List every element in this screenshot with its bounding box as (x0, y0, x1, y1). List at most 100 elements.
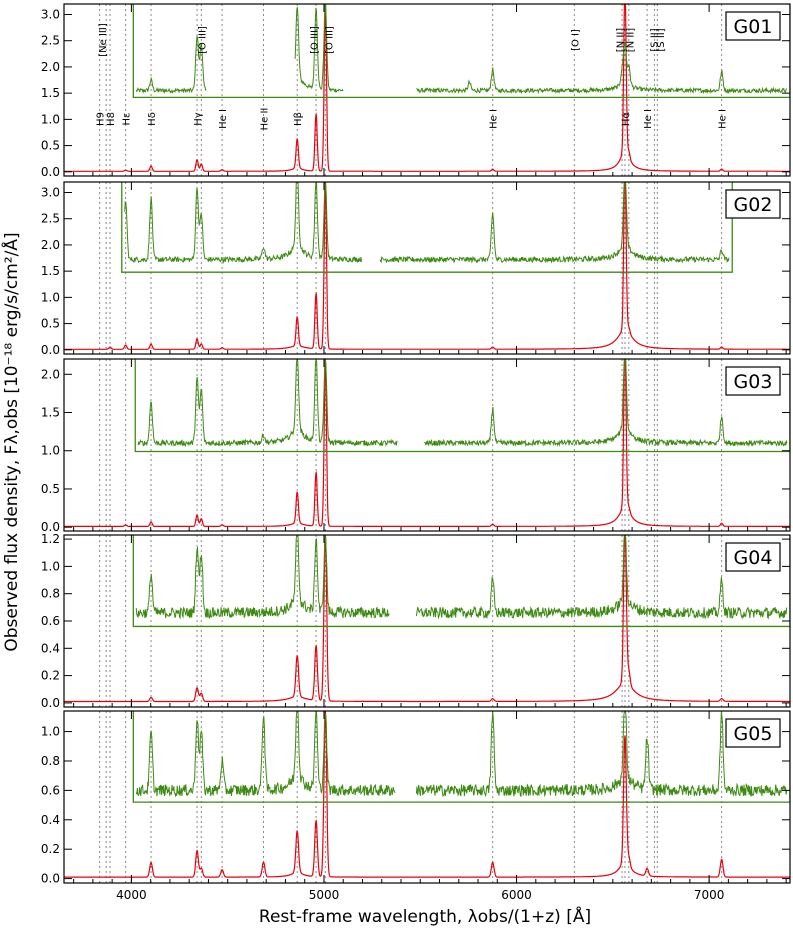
panel-g02: 0.0 0.5 1.0 1.5 2.0 2.5 3.0 G02 (41, 181, 791, 357)
emission-line-label: [O III] (197, 26, 208, 54)
emission-line-label: He I (643, 109, 654, 129)
data-spectrum (135, 4, 788, 95)
plot-area (64, 535, 790, 703)
inset-frame (132, 535, 790, 628)
panel-label-text: G04 (734, 547, 773, 569)
data-spectrum (135, 711, 788, 798)
panel-label-box (725, 718, 781, 748)
y-tick-label: 3.0 (41, 185, 60, 199)
y-tick-label: 1.5 (41, 264, 60, 278)
inset-frame (121, 182, 733, 273)
y-tick-label: 1.0 (41, 444, 60, 458)
panel-label-text: G05 (734, 723, 773, 745)
y-tick-label: 2.0 (41, 238, 60, 252)
y-tick-label: 1.5 (41, 406, 60, 420)
panel-frame (63, 534, 791, 708)
inset-frame (134, 359, 790, 453)
panel-label-box (725, 11, 781, 41)
emission-line-label: [S II] (656, 28, 667, 51)
emission-line-label: [N II] (615, 28, 626, 52)
y-tick-label: 3.0 (41, 7, 60, 21)
x-axis-label: Rest-frame wavelength, λobs/(1+z) [Å] (259, 905, 591, 927)
y-tick-label: 0.0 (41, 696, 60, 710)
y-tick-label: 1.0 (41, 725, 60, 739)
emission-line-label: He I (489, 109, 500, 129)
emission-line-label: H9 (96, 112, 107, 126)
panel-frame (63, 181, 791, 355)
emission-line-label: [Ne III] (98, 23, 109, 57)
panel-label: G03 (725, 366, 781, 396)
panel-frame (63, 710, 791, 884)
emission-line-label: [S II] (650, 28, 661, 51)
panel-label: G02 (725, 189, 781, 219)
y-tick-label: 0.5 (41, 317, 60, 331)
emission-line-label: Hε (122, 113, 133, 126)
x-tick-label: 4000 (116, 888, 147, 902)
panel-label-text: G03 (734, 371, 773, 393)
emission-line-label: [N II] (625, 28, 636, 52)
plot-area (64, 4, 790, 172)
emission-line-label: Hγ (193, 112, 204, 126)
emission-line-label: [O III] (310, 26, 321, 54)
y-tick-label: 0.4 (41, 641, 60, 655)
y-tick-label: 1.0 (41, 290, 60, 304)
panel-label-text: G01 (734, 16, 773, 38)
emission-line-label: He I (718, 109, 729, 129)
y-tick-label: 2.5 (41, 34, 60, 48)
emission-line-label: He I (218, 109, 229, 129)
emission-line-label: [O III] (324, 26, 335, 54)
spectrum-panels: 0.0 0.5 1.0 1.5 2.0 2.5 3.0 G01 [Ne III] H9 H8 Hε Hδ… (41, 3, 791, 902)
model-spectrum (64, 711, 790, 878)
panel-label: G01 (725, 11, 781, 41)
y-tick-label: 0.5 (41, 139, 60, 153)
emission-line-label: H8 (106, 112, 117, 126)
panel-label-box (725, 542, 781, 572)
panel-frame (63, 358, 791, 532)
panel-g05: 0.0 0.2 0.4 0.6 0.8 1.0 G05 (41, 710, 791, 886)
y-tick-label: 0.6 (41, 614, 60, 628)
emission-line-label: [O I] (570, 29, 581, 51)
y-tick-label: 0.8 (41, 754, 60, 768)
panel-label: G04 (725, 542, 781, 572)
y-tick-label: 0.2 (41, 842, 60, 856)
data-spectrum (135, 535, 788, 620)
y-tick-label: 2.5 (41, 212, 60, 226)
panel-label-box (725, 366, 781, 396)
y-tick-label: 1.5 (41, 86, 60, 100)
x-tick-label: 6000 (501, 888, 532, 902)
model-spectrum (64, 182, 790, 350)
x-tick-label: 5000 (309, 888, 340, 902)
y-tick-label: 1.0 (41, 112, 60, 126)
panel-frame (63, 3, 791, 177)
plot-area (64, 182, 790, 350)
y-tick-label: 0.8 (41, 587, 60, 601)
y-tick-label: 1.2 (41, 532, 60, 546)
y-axis-label: Observed flux density, Fλ,obs [10⁻¹⁸ erg… (0, 232, 22, 651)
y-tick-label: 0.5 (41, 482, 60, 496)
y-tick-label: 0.4 (41, 813, 60, 827)
y-tick-label: 0.0 (41, 343, 60, 357)
data-spectrum (124, 182, 730, 264)
y-tick-label: 0.0 (41, 872, 60, 886)
y-tick-label: 0.0 (41, 165, 60, 179)
y-tick-label: 1.0 (41, 559, 60, 573)
panel-label: G05 (725, 718, 781, 748)
panel-g03: 0.0 0.5 1.0 1.5 2.0 G03 (41, 358, 791, 534)
emission-line-label: Hβ (293, 112, 304, 126)
inset-frame (132, 4, 790, 98)
panel-label-text: G02 (734, 194, 773, 216)
model-spectrum (64, 359, 790, 527)
emission-line-label: Hδ (147, 112, 158, 126)
model-spectrum (64, 535, 790, 703)
plot-area (64, 711, 790, 878)
model-spectrum (64, 4, 790, 172)
y-tick-label: 0.2 (41, 669, 60, 683)
data-spectrum (137, 359, 788, 448)
y-tick-label: 2.0 (41, 60, 60, 74)
emission-line-label: He II (260, 108, 271, 131)
panel-label-box (725, 189, 781, 219)
plot-area (64, 359, 790, 527)
panel-g04: 0.0 0.2 0.4 0.6 0.8 1.0 1.2 G04 (41, 532, 791, 710)
